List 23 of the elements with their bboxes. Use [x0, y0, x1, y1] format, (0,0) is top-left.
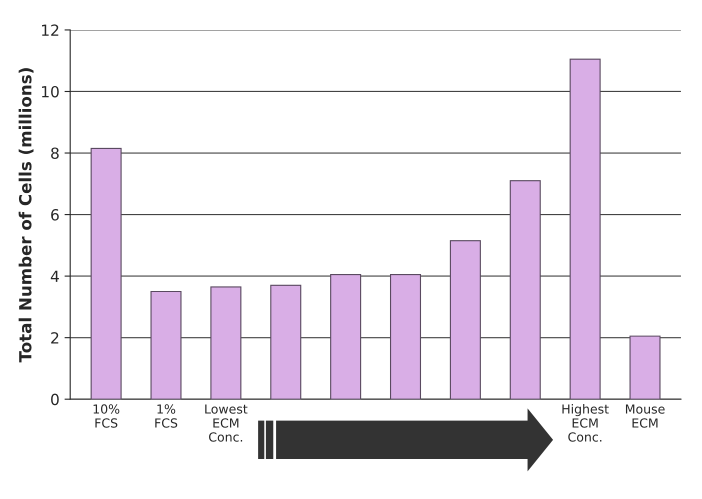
x-tick-label: Mouse ECM: [626, 404, 665, 428]
y-tick-label: 10: [42, 86, 59, 98]
bar: [150, 290, 182, 400]
bar: [450, 240, 481, 400]
y-tick-label: 4: [50, 270, 59, 282]
y-tick-label: 0: [51, 394, 59, 406]
x-tick-label: 10% FCS: [94, 404, 120, 428]
y-axis-title: Total Number of Cells (millions): [18, 68, 34, 362]
y-tick-label: 2: [51, 332, 58, 344]
bar: [510, 180, 541, 400]
bar: [270, 284, 302, 400]
x-tick-label: 1% FCS: [155, 404, 178, 428]
bar: [330, 274, 362, 400]
y-tick-label: 12: [42, 24, 58, 36]
bar: [90, 148, 122, 400]
y-tick-label: 6: [51, 209, 59, 221]
bar: [629, 336, 661, 400]
bar: [570, 58, 601, 400]
bar: [210, 286, 242, 400]
x-tick-label: Highest ECM Conc.: [562, 404, 609, 442]
y-tick-label: 8: [51, 147, 59, 160]
bar: [390, 274, 422, 400]
x-tick-label: Lowest ECM Conc.: [205, 404, 248, 442]
